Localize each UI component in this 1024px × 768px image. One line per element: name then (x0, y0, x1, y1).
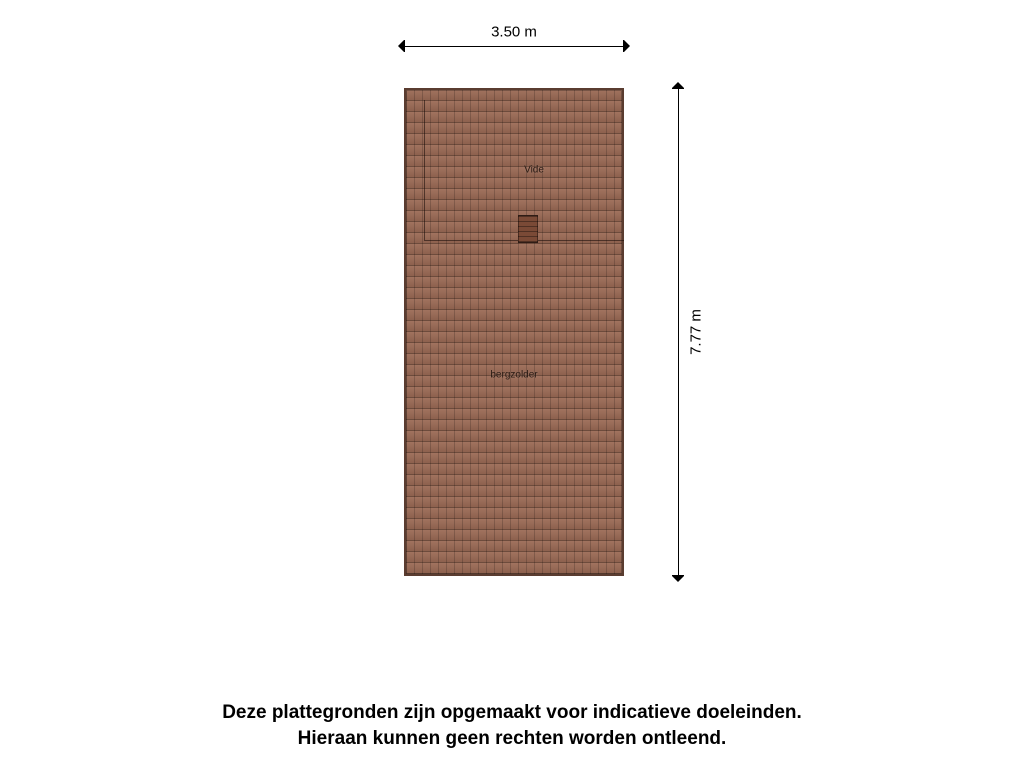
room-label-bergzolder: bergzolder (490, 370, 537, 381)
vide-left-line (424, 100, 425, 240)
disclaimer-text: Deze plattegronden zijn opgemaakt voor i… (0, 700, 1024, 751)
disclaimer-line-1: Deze plattegronden zijn opgemaakt voor i… (0, 700, 1024, 726)
disclaimer-line-2: Hieraan kunnen geen rechten worden ontle… (0, 726, 1024, 752)
dimension-height-label: 7.77 m (688, 309, 705, 355)
room-label-vide: Vide (524, 165, 544, 176)
floorplan-canvas: { "type": "floorplan", "canvas": { "widt… (0, 0, 1024, 768)
roof-area (404, 88, 624, 576)
ladder-icon (518, 215, 538, 243)
dimension-width-label: 3.50 m (491, 24, 537, 41)
